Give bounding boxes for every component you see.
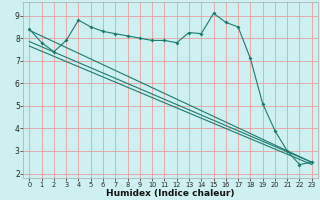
X-axis label: Humidex (Indice chaleur): Humidex (Indice chaleur) [106,189,235,198]
